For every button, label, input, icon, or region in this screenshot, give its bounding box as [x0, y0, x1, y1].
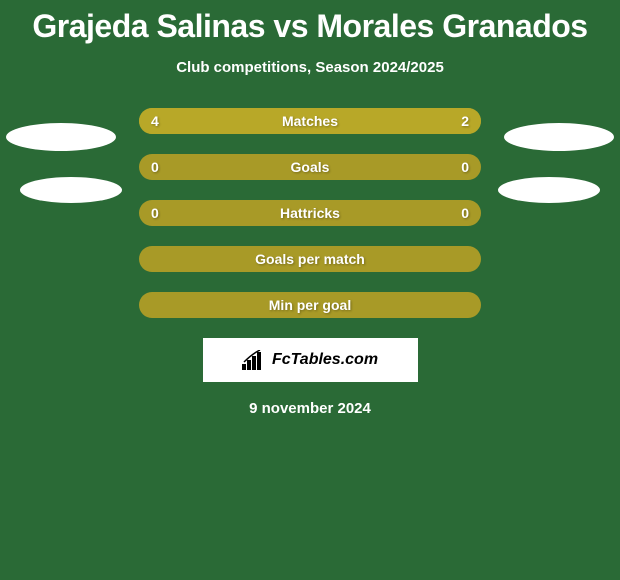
stat-label: Goals [291, 159, 330, 175]
fctables-chart-icon [242, 350, 266, 370]
stat-label: Matches [282, 113, 338, 129]
stats-container: 4 Matches 2 0 Goals 0 0 Hattricks 0 Goal… [0, 108, 620, 318]
stat-label: Goals per match [255, 251, 365, 267]
fctables-logo-text: FcTables.com [272, 351, 378, 369]
stat-row-goals-per-match: Goals per match [0, 246, 620, 272]
date-text: 9 november 2024 [0, 400, 620, 417]
stat-right-value: 2 [461, 113, 469, 129]
stat-right-value: 0 [461, 205, 469, 221]
stat-right-value: 0 [461, 159, 469, 175]
stat-row-matches: 4 Matches 2 [0, 108, 620, 134]
stat-left-value: 4 [151, 113, 159, 129]
stat-bar: Min per goal [139, 292, 481, 318]
subtitle: Club competitions, Season 2024/2025 [0, 59, 620, 76]
stat-bar: Goals per match [139, 246, 481, 272]
fctables-logo-box[interactable]: FcTables.com [203, 338, 418, 382]
stat-bar: 0 Goals 0 [139, 154, 481, 180]
stat-bar: 4 Matches 2 [139, 108, 481, 134]
stat-bar: 0 Hattricks 0 [139, 200, 481, 226]
stat-row-hattricks: 0 Hattricks 0 [0, 200, 620, 226]
stat-row-min-per-goal: Min per goal [0, 292, 620, 318]
stat-label: Hattricks [280, 205, 340, 221]
stat-left-value: 0 [151, 205, 159, 221]
page-title: Grajeda Salinas vs Morales Granados [0, 0, 620, 45]
stat-row-goals: 0 Goals 0 [0, 154, 620, 180]
stat-label: Min per goal [269, 297, 351, 313]
stat-left-value: 0 [151, 159, 159, 175]
